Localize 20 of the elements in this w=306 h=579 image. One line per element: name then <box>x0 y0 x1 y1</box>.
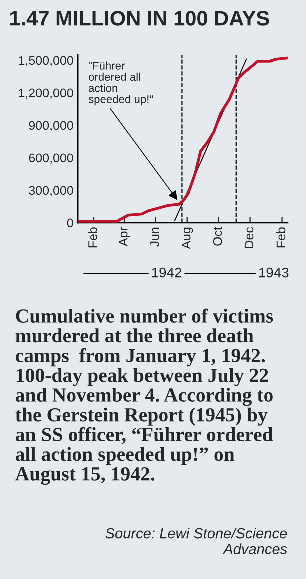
x-tick-label: Oct <box>213 227 222 246</box>
x-tick-label: Jun <box>150 228 160 248</box>
y-tick-label: 600,000 <box>29 154 74 164</box>
chart-title: 1.47 MILLION IN 100 DAYS <box>10 11 270 26</box>
x-tick-label: Feb <box>276 228 286 248</box>
y-tick-label: 300,000 <box>29 186 74 197</box>
line-series <box>78 56 288 223</box>
x-tick-label: Dec <box>244 227 254 248</box>
x-tick-label: Aug <box>182 228 194 250</box>
text: 1942 <box>152 268 182 278</box>
y-tick-label: 900,000 <box>29 121 74 132</box>
source-note: Source: Lewi Stone/Science Advances <box>106 528 288 554</box>
y-tick-label: 0 <box>67 218 74 228</box>
text: Cumulative number of victims murdered at the three death camps from January 1, 1942. 100-day peak between July 22 and November 4. According to the Gerstein Report (1945) by an SS officer, “Führer ordered all action speeded up!” on August 15, 1942. <box>15 308 274 486</box>
x-tick-label: Apr <box>119 227 130 247</box>
y-tick-label: 1,500,000 <box>19 56 74 67</box>
text: 1943 <box>259 268 289 278</box>
annotation: "Führer ordered all action speeded up!" <box>88 62 154 106</box>
y-tick-label: 1,200,000 <box>19 88 74 100</box>
x-tick-label: Feb <box>88 228 98 248</box>
